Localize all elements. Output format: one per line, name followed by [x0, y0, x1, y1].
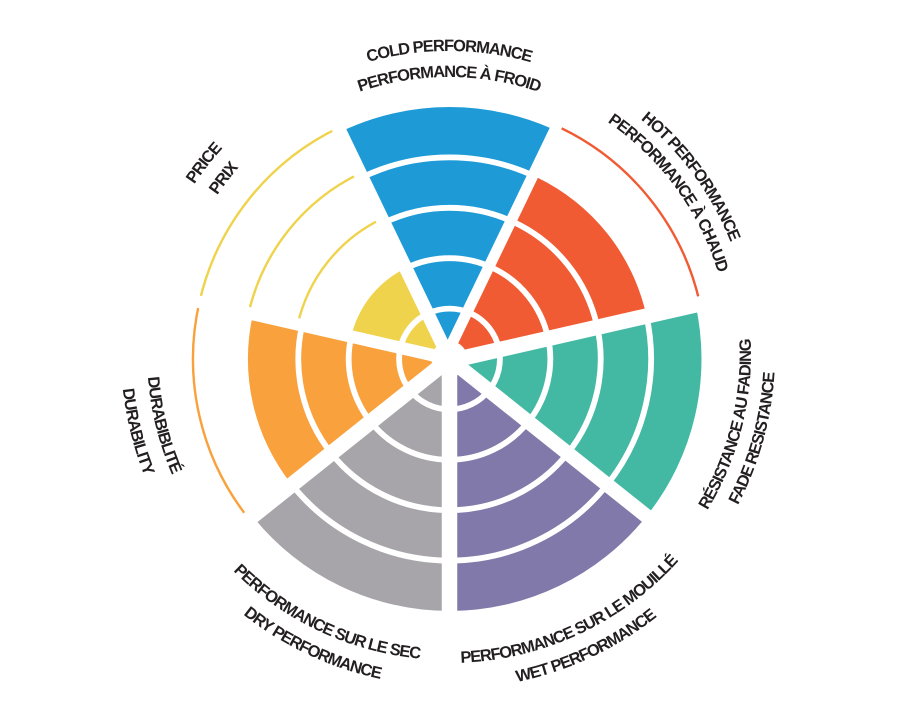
svg-text:PERFORMANCE À FROID: PERFORMANCE À FROID — [355, 63, 543, 96]
svg-text:COLD PERFORMANCE: COLD PERFORMANCE — [365, 37, 535, 66]
svg-text:HOT PERFORMANCE: HOT PERFORMANCE — [638, 109, 744, 244]
